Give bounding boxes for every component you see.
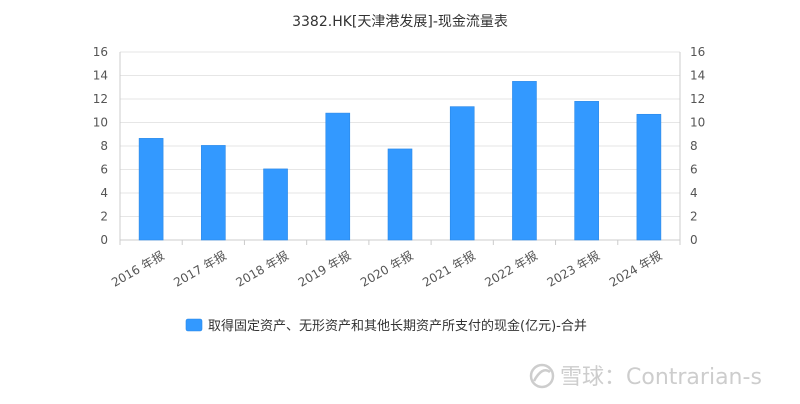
x-tick-label: 2022 年报 (482, 248, 540, 290)
y-tick-right: 0 (690, 233, 698, 247)
y-tick-left: 14 (93, 69, 108, 83)
bar (449, 106, 475, 241)
bar (636, 113, 662, 241)
x-tick-label: 2021 年报 (420, 248, 478, 290)
y-tick-right: 4 (690, 186, 698, 200)
x-tick-label: 2017 年报 (171, 248, 229, 290)
y-tick-right: 10 (690, 116, 705, 130)
chart-title: 3382.HK[天津港发展]-现金流量表 (292, 14, 508, 30)
bar (387, 148, 413, 241)
x-tick-label: 2019 年报 (295, 248, 353, 290)
y-tick-right: 6 (690, 163, 698, 177)
x-tick-label: 2020 年报 (357, 248, 415, 290)
y-tick-right: 8 (690, 139, 698, 153)
x-tick-label: 2018 年报 (233, 248, 291, 290)
y-tick-left: 12 (93, 92, 108, 106)
x-axis-ticks: 2016 年报 2017 年报 2018 年报 2019 年报 2020 年报 2021 … (109, 248, 665, 290)
y-tick-left: 4 (100, 186, 108, 200)
bar (201, 145, 226, 241)
watermark: 雪球：Contrarian-s (529, 363, 762, 390)
y-tick-left: 16 (93, 45, 108, 59)
x-tick-label: 2023 年报 (544, 248, 602, 290)
y-tick-left: 8 (100, 139, 108, 153)
y-tick-right: 12 (690, 92, 705, 106)
y-tick-right: 2 (690, 210, 698, 224)
y-tick-right: 14 (690, 69, 705, 83)
legend-label[interactable]: 取得固定资产、无形资产和其他长期资产所支付的现金(亿元)-合并 (208, 318, 587, 334)
bar (574, 101, 599, 241)
bar (263, 168, 288, 241)
bar (138, 138, 164, 241)
y-tick-left: 6 (100, 163, 108, 177)
y-tick-left: 10 (93, 116, 108, 130)
y-tick-left: 0 (100, 233, 108, 247)
y-tick-left: 2 (100, 210, 108, 224)
bar (512, 81, 537, 241)
bar (325, 112, 351, 241)
x-tick-label: 2016 年报 (109, 248, 167, 290)
watermark-text: 雪球：Contrarian-s (560, 365, 762, 390)
axes: 0 0 2 2 4 4 6 6 8 8 10 10 12 12 14 14 16 16 (93, 45, 706, 247)
bar-series (138, 81, 662, 241)
legend-swatch[interactable] (185, 318, 203, 332)
legend[interactable]: 取得固定资产、无形资产和其他长期资产所支付的现金(亿元)-合并 (185, 318, 587, 334)
y-tick-right: 16 (690, 45, 705, 59)
x-tick-label: 2024 年报 (606, 248, 664, 290)
snowball-logo-icon (529, 363, 555, 389)
